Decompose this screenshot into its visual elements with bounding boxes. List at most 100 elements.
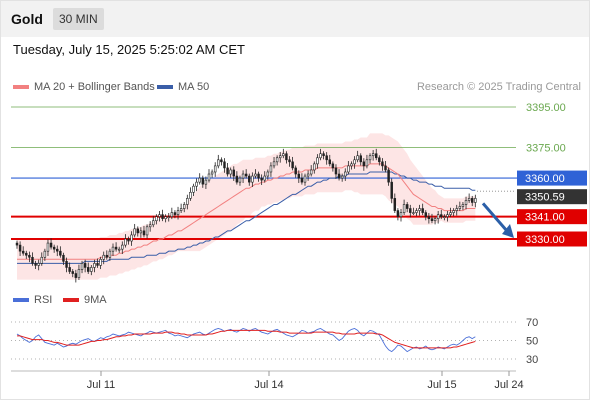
candle-down <box>65 261 68 268</box>
candle-up <box>368 155 372 161</box>
candle-down <box>136 228 140 234</box>
candle-down <box>421 208 424 213</box>
candle-up <box>464 200 468 205</box>
candle-up <box>130 234 133 242</box>
candle-down <box>470 198 474 203</box>
candle-up <box>189 191 192 199</box>
candle-up <box>186 198 189 205</box>
candle-down <box>142 230 146 236</box>
candle-up <box>436 214 440 219</box>
candle-down <box>359 155 362 163</box>
level-label-3360.00: 3360.00 <box>525 173 565 185</box>
candle-up <box>467 198 471 201</box>
candle-down <box>52 246 56 250</box>
candle-up <box>198 177 201 183</box>
instrument-title: Gold <box>11 11 43 27</box>
legend-rsi-ma-swatch <box>63 298 79 303</box>
candle-down <box>331 163 335 169</box>
candle-down <box>393 198 397 211</box>
candle-up <box>195 181 198 187</box>
candle-up <box>402 204 406 213</box>
candle-up <box>452 210 455 213</box>
candle-up <box>449 212 452 215</box>
candle-down <box>300 177 304 183</box>
legend-ma20-label: MA 20 + Bollinger Bands <box>34 81 155 93</box>
candle-up <box>269 165 273 173</box>
candle-up <box>80 263 84 270</box>
rsi-tick-70: 70 <box>526 317 538 329</box>
candle-down <box>173 212 177 215</box>
candle-up <box>474 198 477 203</box>
candle-up <box>316 157 319 165</box>
candle-down <box>381 161 384 167</box>
candle-up <box>263 175 266 181</box>
candle-up <box>455 208 458 211</box>
candle-up <box>458 206 462 209</box>
candle-up <box>344 171 347 177</box>
candle-up <box>446 214 449 217</box>
candle-down <box>322 153 325 157</box>
candle-up <box>251 175 254 183</box>
candle-down <box>56 248 59 252</box>
candle-up <box>152 220 155 226</box>
rsi-tick-30: 30 <box>526 354 538 366</box>
candle-down <box>15 242 19 246</box>
candle-up <box>461 204 465 207</box>
interval-badge[interactable]: 30 MIN <box>53 8 104 30</box>
candle-up <box>40 256 44 264</box>
candle-up <box>90 267 93 272</box>
candle-up <box>303 175 307 183</box>
candle-down <box>396 210 400 217</box>
candle-up <box>278 155 282 159</box>
ma20-line <box>17 163 476 260</box>
level-label-3341.00: 3341.00 <box>525 212 565 224</box>
candle-down <box>384 165 387 171</box>
candle-down <box>18 244 22 252</box>
candle-down <box>374 153 378 159</box>
candle-up <box>254 173 257 177</box>
legend-ma20: MA 20 + Bollinger Bands <box>13 81 155 93</box>
candle-up <box>347 165 350 173</box>
candle-up <box>350 163 353 167</box>
candle-down <box>74 273 78 278</box>
candle-down <box>34 263 37 266</box>
candle-up <box>433 218 437 222</box>
x-tick-label: Jul 14 <box>254 379 283 391</box>
candle-down <box>161 214 164 219</box>
legend-rsi-ma: 9MA <box>63 294 107 306</box>
candle-down <box>31 256 34 264</box>
candle-down <box>114 246 118 250</box>
candle-down <box>25 252 28 256</box>
candle-up <box>148 224 152 228</box>
candle-down <box>83 263 87 268</box>
candle-up <box>309 169 313 175</box>
legend-rsi: RSI <box>13 294 52 306</box>
rsi-tick-50: 50 <box>526 336 538 348</box>
candle-down <box>260 177 263 181</box>
candle-up <box>356 155 359 161</box>
candle-down <box>427 216 431 219</box>
candle-down <box>390 181 393 199</box>
candle-up <box>158 214 161 217</box>
candle-up <box>192 185 195 193</box>
candle-up <box>340 175 344 179</box>
candle-up <box>99 259 102 266</box>
legend-ma20-swatch <box>13 85 29 90</box>
candle-up <box>139 230 143 234</box>
legend-ma50: MA 50 <box>157 81 209 93</box>
candle-down <box>328 159 332 165</box>
candle-down <box>62 254 65 262</box>
level-box-3330.00 <box>517 231 587 247</box>
forecast-arrow-head <box>502 223 514 238</box>
candle-up <box>124 238 127 246</box>
x-tick-label: Jul 24 <box>494 379 523 391</box>
candle-down <box>297 173 301 179</box>
candle-up <box>176 210 180 215</box>
candle-down <box>440 214 443 217</box>
candle-down <box>288 159 291 163</box>
candle-up <box>117 248 121 251</box>
candle-down <box>21 250 25 254</box>
candle-up <box>145 226 149 236</box>
